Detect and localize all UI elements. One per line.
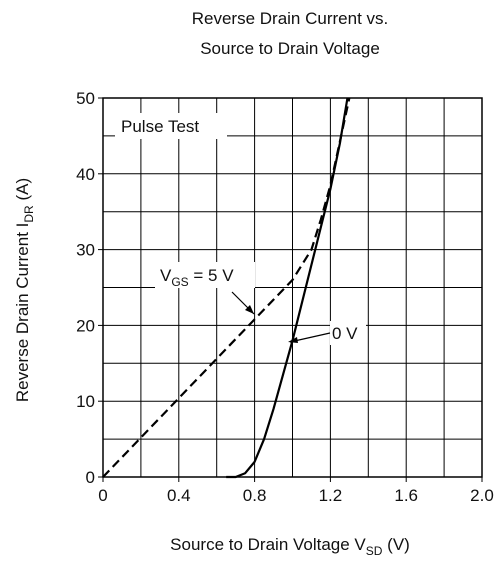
y-tick-label: 0 [86, 468, 95, 487]
annotation-box [115, 113, 227, 139]
x-tick-label: 2.0 [470, 486, 494, 505]
y-tick-label: 40 [76, 165, 95, 184]
label-box [330, 321, 366, 345]
y-axis-label-tail: (A) [13, 178, 32, 205]
label-box [155, 262, 255, 288]
y-tick-label: 50 [76, 89, 95, 108]
label-arrowhead [288, 337, 298, 343]
y-tick-label: 30 [76, 241, 95, 260]
x-axis-label-sub: SD [366, 544, 383, 558]
series-label-text: V [160, 266, 172, 285]
x-tick-label: 0.4 [167, 486, 191, 505]
x-tick-label: 0.8 [243, 486, 267, 505]
chart-title: Reverse Drain Current vs. [192, 9, 389, 28]
x-axis-label-text: Source to Drain Voltage V [170, 535, 366, 554]
y-tick-label: 20 [76, 316, 95, 335]
x-tick-label: 0 [98, 486, 107, 505]
chart-title: Source to Drain Voltage [200, 39, 380, 58]
y-axis-label: Reverse Drain Current IDR (A) [13, 178, 36, 402]
y-axis-label-text: Reverse Drain Current I [13, 223, 32, 403]
series-label-sub: GS [171, 275, 188, 289]
series-line [226, 97, 349, 479]
label-arrowhead [245, 305, 254, 314]
series-line [102, 97, 351, 478]
y-axis-label-sub: DR [22, 205, 36, 223]
plot-frame [102, 97, 483, 478]
y-tick-label: 10 [76, 392, 95, 411]
x-tick-label: 1.2 [319, 486, 343, 505]
series-label-tail: = 5 V [189, 266, 235, 285]
x-tick-label: 1.6 [394, 486, 418, 505]
annotation: Pulse Test [121, 117, 199, 136]
x-axis-label: Source to Drain Voltage VSD (V) [170, 535, 410, 558]
series-label: VGS = 5 V [160, 266, 234, 289]
series-label: 0 V [332, 324, 358, 343]
x-axis-label-tail: (V) [382, 535, 409, 554]
